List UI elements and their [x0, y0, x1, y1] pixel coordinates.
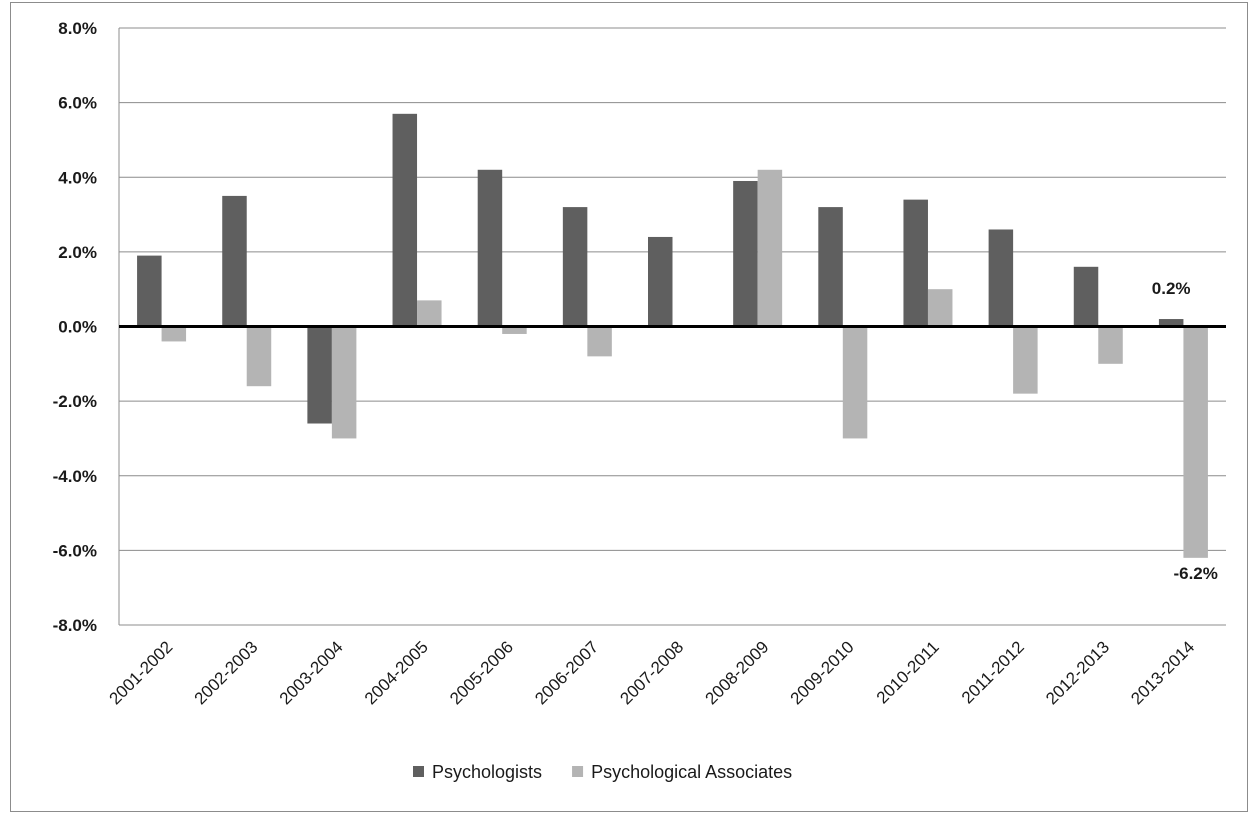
x-tick-label: 2003-2004 [276, 637, 347, 708]
y-tick-label: -2.0% [53, 392, 97, 411]
x-tick-label: 2005-2006 [446, 637, 517, 708]
bar-psychologists-2009-2010 [818, 207, 843, 327]
bar-psychological-associates-2005-2006 [502, 326, 527, 334]
y-tick-label: 6.0% [58, 94, 97, 113]
bar-psychological-associates-2006-2007 [587, 326, 612, 357]
legend: Psychologists Psychological Associates [413, 762, 792, 782]
y-tick-label: 4.0% [58, 168, 97, 187]
legend-swatch-psychologists [413, 766, 424, 777]
bar-psychologists-2008-2009 [733, 180, 758, 327]
bar-psychologists-2013-2014 [1158, 319, 1184, 327]
bar-psychologists-2001-2002 [137, 255, 162, 327]
x-tick-label: 2013-2014 [1127, 637, 1198, 708]
y-tick-label: 8.0% [58, 19, 97, 38]
bar-psychological-associates-2004-2005 [417, 300, 442, 327]
bar-psychological-associates-2002-2003 [246, 326, 272, 387]
x-tick-label: 2007-2008 [616, 637, 687, 708]
x-tick-label: 2002-2003 [191, 637, 262, 708]
bar-psychologists-2007-2008 [648, 236, 673, 327]
bar-psychological-associates-2011-2012 [1013, 326, 1038, 394]
bar-psychologists-2012-2013 [1073, 266, 1099, 327]
x-tick-label: 2008-2009 [702, 637, 773, 708]
data-label: 0.2% [1152, 279, 1191, 298]
legend-label-psychologists: Psychologists [432, 762, 542, 782]
bar-psychologists-2002-2003 [222, 195, 247, 327]
y-tick-label: -6.0% [53, 541, 97, 560]
bar-psychological-associates-2009-2010 [842, 326, 868, 439]
bar-psychological-associates-2008-2009 [757, 169, 783, 327]
bar-psychologists-2004-2005 [392, 113, 418, 327]
y-tick-label: 0.0% [58, 318, 97, 337]
bar-psychologists-2003-2004 [307, 326, 332, 424]
x-axis-tick-labels: 2001-2002 2002-2003 2003-2004 2004-2005 2005… [105, 637, 1198, 708]
y-tick-label: -8.0% [53, 616, 97, 635]
bar-psychological-associates-2010-2011 [927, 289, 953, 327]
x-tick-label: 2001-2002 [105, 637, 176, 708]
bar-psychological-associates-2001-2002 [161, 326, 187, 342]
bars [137, 113, 1208, 558]
data-label: -6.2% [1173, 564, 1217, 583]
legend-swatch-psychological-associates [572, 766, 584, 777]
bar-psychologists-2005-2006 [477, 169, 503, 327]
bar-psychologists-2011-2012 [988, 229, 1014, 327]
bar-psychological-associates-2012-2013 [1098, 326, 1123, 364]
x-tick-label: 2010-2011 [873, 637, 943, 707]
y-tick-label: 2.0% [58, 243, 97, 262]
data-labels: 0.2% -6.2% [1152, 279, 1218, 583]
y-axis-tick-labels: 8.0% 6.0% 4.0% 2.0% 0.0% -2.0% -4.0% -6.0% -8.0% [53, 19, 97, 635]
chart-frame [10, 2, 1248, 812]
bar-psychological-associates-2003-2004 [331, 326, 357, 439]
x-tick-label: 2011-2012 [958, 637, 1028, 707]
x-tick-label: 2006-2007 [531, 637, 602, 708]
bar-psychologists-2006-2007 [562, 207, 588, 327]
legend-label-psychological-associates: Psychological Associates [591, 762, 792, 782]
bar-psychological-associates-2013-2014 [1183, 326, 1208, 558]
x-tick-label: 2009-2010 [787, 637, 858, 708]
x-tick-label: 2004-2005 [361, 637, 432, 708]
x-tick-label: 2012-2013 [1042, 637, 1113, 708]
bar-psychologists-2010-2011 [903, 199, 928, 327]
y-tick-label: -4.0% [53, 467, 97, 486]
